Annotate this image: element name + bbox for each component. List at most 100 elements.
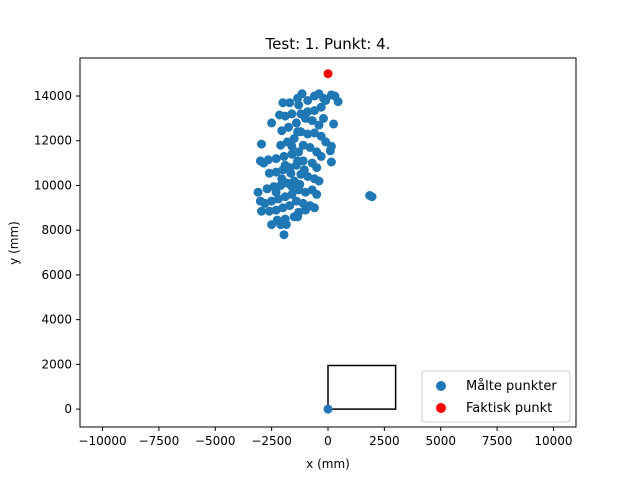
measured-point — [253, 187, 263, 197]
x-tick-label: 0 — [324, 434, 332, 448]
measured-point — [275, 110, 284, 120]
measured-point — [271, 154, 281, 164]
y-tick-label: 12000 — [34, 134, 72, 148]
reference-rectangle — [327, 364, 397, 410]
measured-point — [285, 98, 295, 108]
measured-point — [310, 128, 319, 138]
legend-label-malte-punkter: Målte punkter — [466, 379, 557, 394]
measured-point — [264, 168, 274, 178]
measured-point — [301, 205, 310, 215]
measured-point — [314, 120, 324, 130]
chart-title: Test: 1. Punkt: 4. — [265, 35, 391, 53]
measured-point — [293, 93, 303, 103]
measured-point — [257, 139, 266, 149]
measured-point — [284, 122, 293, 132]
measured-point — [298, 140, 308, 150]
measured-point — [267, 220, 277, 230]
y-tick-label: 4000 — [41, 313, 72, 327]
measured-point — [303, 129, 313, 139]
legend: Målte punkter Faktisk punkt — [421, 370, 571, 423]
measured-point — [257, 206, 266, 216]
series-1 — [323, 69, 333, 79]
measured-point — [276, 140, 286, 150]
legend-frame — [421, 370, 571, 423]
measured-point — [316, 102, 326, 112]
measured-point — [294, 147, 304, 157]
y-tick-label: 8000 — [41, 223, 72, 237]
y-axis: 0 2000 4000 6000 8000 10000 12000 14000 — [34, 89, 80, 416]
measured-point — [276, 181, 286, 190]
measured-point — [255, 196, 265, 206]
measured-point — [267, 118, 277, 128]
measured-point — [323, 404, 333, 414]
measured-point — [293, 211, 303, 221]
measured-point — [279, 230, 289, 240]
measured-point — [264, 206, 274, 216]
measured-point — [279, 151, 289, 161]
measured-point — [291, 196, 301, 206]
measured-point — [286, 168, 296, 178]
measured-point — [314, 176, 324, 186]
measured-point — [271, 167, 281, 177]
measured-point — [280, 192, 290, 202]
y-tick-label: 14000 — [34, 89, 72, 103]
measured-point — [271, 187, 281, 197]
measured-point — [293, 127, 303, 137]
legend-marker-faktisk-punkt — [436, 403, 446, 413]
x-tick-label: 2500 — [369, 434, 400, 448]
legend-marker-malte-punkter — [436, 381, 446, 391]
x-tick-label: −2500 — [251, 434, 292, 448]
measured-point — [259, 158, 269, 168]
measured-point — [289, 134, 299, 143]
measured-point — [278, 98, 288, 108]
series-0 — [253, 89, 377, 414]
x-tick-label: 5000 — [425, 434, 456, 448]
y-axis-label: y (mm) — [7, 221, 21, 265]
measured-point — [287, 141, 297, 151]
legend-label-faktisk-punkt: Faktisk punkt — [466, 401, 552, 416]
measured-point — [312, 163, 322, 173]
measured-point — [329, 119, 339, 129]
measured-point — [303, 96, 313, 105]
measured-point — [303, 172, 313, 181]
actual-point — [323, 69, 333, 79]
measured-point — [295, 179, 305, 189]
y-tick-label: 6000 — [41, 268, 72, 282]
y-tick-label: 10000 — [34, 178, 72, 192]
measured-point — [278, 203, 288, 213]
x-tick-label: 7500 — [482, 434, 513, 448]
measured-point — [367, 192, 377, 202]
measured-point — [333, 97, 343, 107]
measured-point — [307, 116, 317, 126]
x-axis-label: x (mm) — [306, 457, 350, 471]
measured-point — [326, 157, 336, 167]
x-tick-label: −5000 — [195, 434, 236, 448]
measured-point — [277, 174, 287, 184]
measured-point — [310, 203, 319, 213]
measured-point — [321, 96, 331, 105]
measured-point — [294, 100, 304, 110]
measured-point — [285, 201, 295, 211]
measured-point — [319, 113, 328, 123]
measured-point — [280, 160, 290, 170]
x-tick-label: −10000 — [78, 434, 126, 448]
measured-point — [262, 184, 272, 194]
plot-area — [253, 69, 397, 414]
measured-point — [287, 182, 297, 192]
measured-point — [293, 156, 303, 166]
measured-point — [281, 220, 291, 230]
x-axis: −10000 −7500 −5000 −2500 0 2500 5000 7500 10000 — [78, 427, 573, 448]
measured-point — [312, 189, 322, 199]
measured-point — [271, 205, 281, 215]
measured-point — [316, 151, 326, 161]
measured-point — [277, 126, 287, 136]
y-tick-label: 2000 — [41, 357, 72, 371]
measured-point — [291, 118, 301, 128]
measured-point — [325, 146, 335, 156]
measured-point — [305, 143, 315, 152]
x-tick-label: −7500 — [139, 434, 180, 448]
measured-point — [310, 106, 319, 116]
x-tick-label: 10000 — [534, 434, 572, 448]
measured-point — [299, 165, 309, 175]
